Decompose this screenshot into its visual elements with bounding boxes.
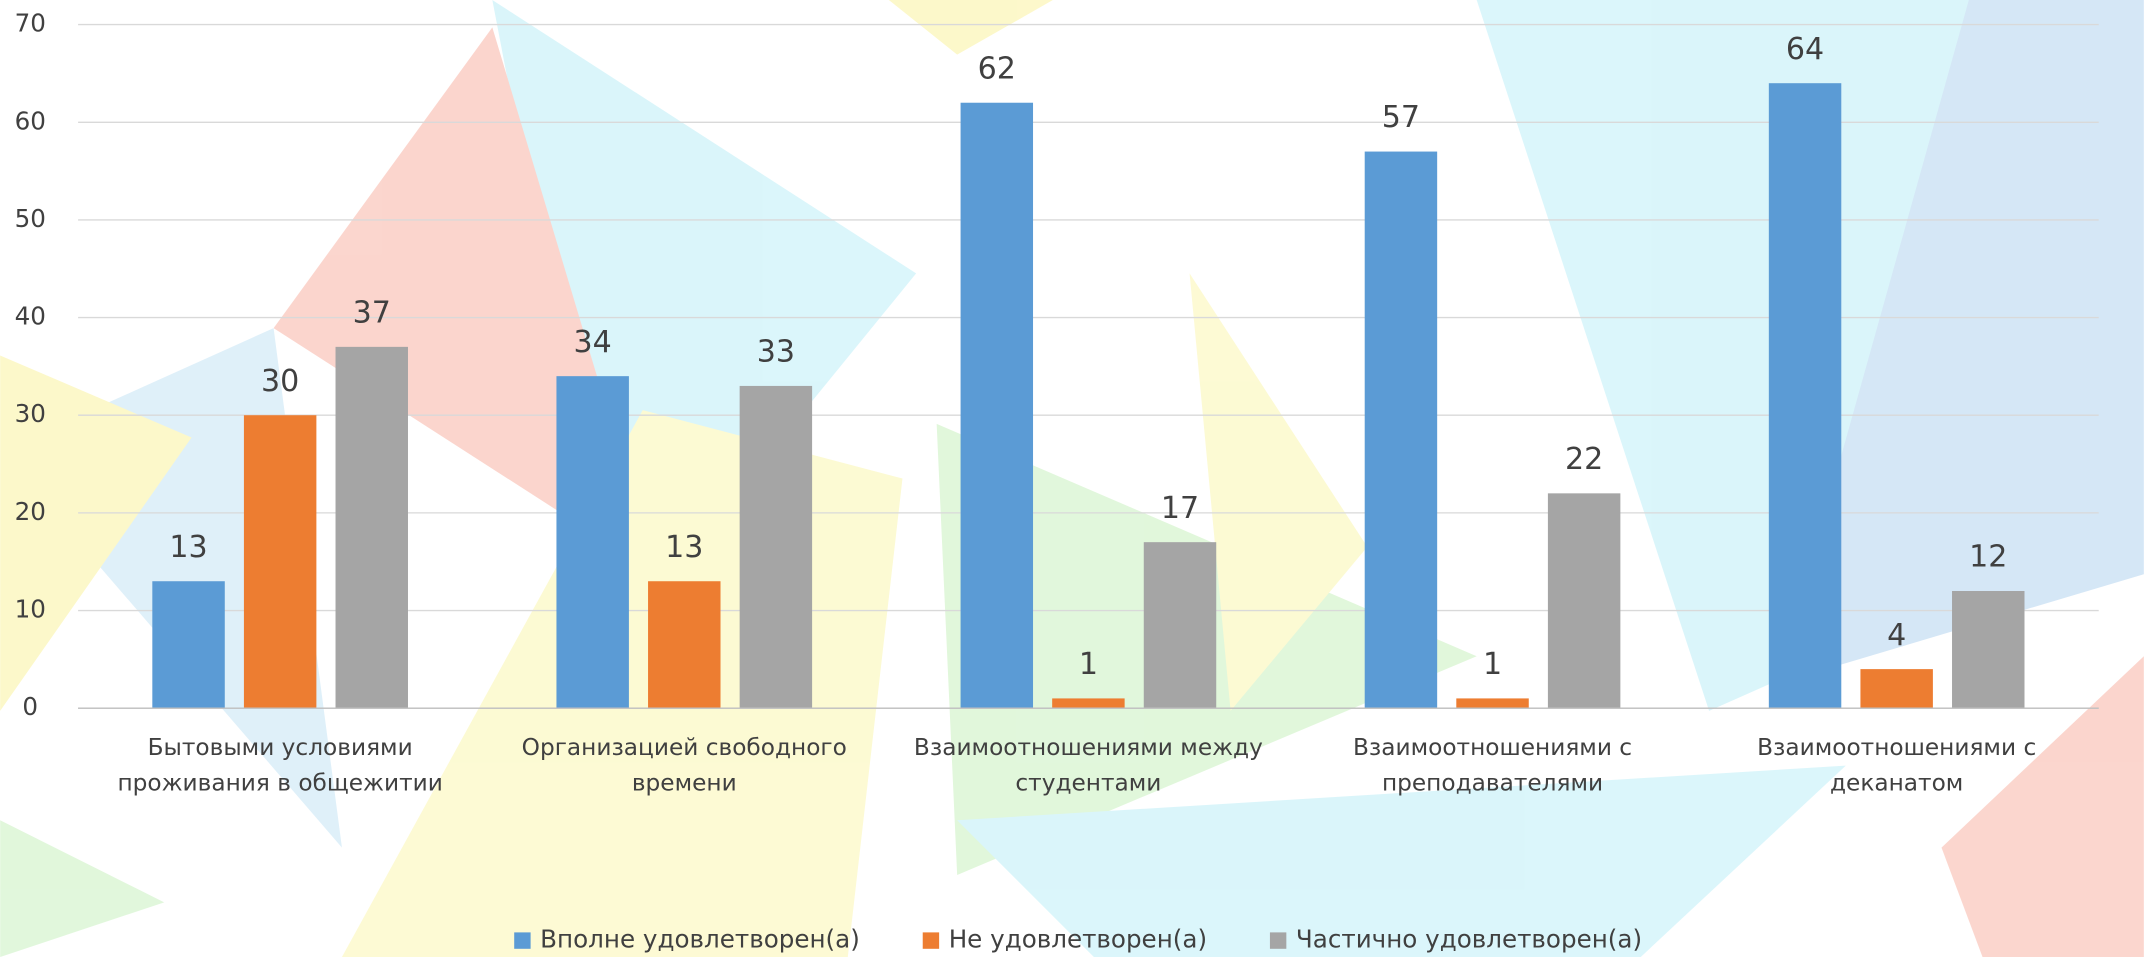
y-tick-label: 10	[15, 595, 46, 624]
y-tick-label: 60	[15, 106, 46, 135]
data-label: 4	[1887, 618, 1906, 653]
bar	[152, 581, 224, 708]
data-label: 62	[978, 51, 1016, 86]
data-label: 64	[1786, 32, 1824, 67]
data-label: 1	[1079, 647, 1098, 682]
legend-label: Не удовлетворен(а)	[949, 925, 1207, 954]
y-tick-label: 70	[15, 9, 46, 38]
bar	[740, 386, 812, 708]
bar	[1860, 669, 1932, 708]
y-tick-label: 0	[22, 692, 38, 721]
bar	[1548, 493, 1620, 708]
data-label: 37	[353, 296, 391, 331]
legend-label: Вполне удовлетворен(а)	[540, 925, 860, 954]
bar	[556, 376, 628, 708]
legend-label: Частично удовлетворен(а)	[1296, 925, 1642, 954]
bar	[336, 347, 408, 708]
data-label: 13	[169, 530, 207, 565]
data-label: 57	[1382, 100, 1420, 135]
bar	[1365, 152, 1437, 709]
bar	[961, 103, 1033, 708]
bar	[1456, 698, 1528, 708]
legend-swatch	[1270, 932, 1286, 948]
data-label: 22	[1565, 442, 1603, 477]
y-tick-label: 50	[15, 204, 46, 233]
y-tick-label: 40	[15, 302, 46, 331]
bar	[648, 581, 720, 708]
data-label: 12	[1969, 540, 2007, 575]
data-label: 17	[1161, 491, 1199, 526]
legend-swatch	[923, 932, 939, 948]
bar	[244, 415, 316, 708]
data-label: 33	[757, 335, 795, 370]
bar	[1144, 542, 1216, 708]
y-tick-label: 30	[15, 399, 46, 428]
bar	[1952, 591, 2024, 708]
bar	[1769, 83, 1841, 708]
legend: Вполне удовлетворен(а) Не удовлетворен(а)…	[514, 925, 1642, 954]
data-label: 30	[261, 364, 299, 399]
chart: 010203040506070Бытовыми условиямипрожива…	[0, 0, 2144, 957]
data-label: 13	[665, 530, 703, 565]
data-label: 1	[1483, 647, 1502, 682]
data-label: 34	[574, 325, 612, 360]
y-tick-label: 20	[15, 497, 46, 526]
legend-swatch	[514, 932, 530, 948]
bar	[1052, 698, 1124, 708]
page: 010203040506070Бытовыми условиямипрожива…	[0, 0, 2144, 957]
